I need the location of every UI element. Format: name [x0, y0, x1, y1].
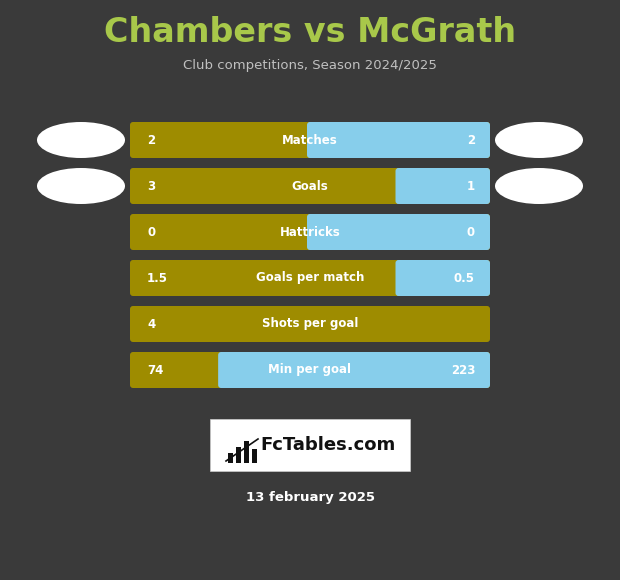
- Text: Matches: Matches: [282, 133, 338, 147]
- Text: 1: 1: [467, 179, 475, 193]
- FancyBboxPatch shape: [130, 214, 490, 250]
- FancyBboxPatch shape: [244, 441, 249, 463]
- Text: 3: 3: [147, 179, 155, 193]
- FancyBboxPatch shape: [396, 168, 490, 204]
- FancyBboxPatch shape: [228, 453, 233, 463]
- FancyBboxPatch shape: [130, 168, 490, 204]
- Text: Shots per goal: Shots per goal: [262, 317, 358, 331]
- Text: 0: 0: [467, 226, 475, 238]
- Text: 1.5: 1.5: [147, 271, 168, 285]
- Text: 2: 2: [467, 133, 475, 147]
- Text: 0.5: 0.5: [454, 271, 475, 285]
- Text: Min per goal: Min per goal: [268, 364, 352, 376]
- FancyBboxPatch shape: [130, 352, 490, 388]
- Text: Chambers vs McGrath: Chambers vs McGrath: [104, 16, 516, 49]
- FancyBboxPatch shape: [218, 352, 490, 388]
- FancyBboxPatch shape: [396, 260, 490, 296]
- Ellipse shape: [37, 122, 125, 158]
- FancyBboxPatch shape: [130, 306, 490, 342]
- Text: 74: 74: [147, 364, 164, 376]
- FancyBboxPatch shape: [130, 122, 490, 158]
- FancyBboxPatch shape: [236, 447, 241, 463]
- Text: 4: 4: [147, 317, 155, 331]
- Text: 13 february 2025: 13 february 2025: [246, 491, 374, 505]
- Ellipse shape: [495, 168, 583, 204]
- Text: 2: 2: [147, 133, 155, 147]
- Text: Club competitions, Season 2024/2025: Club competitions, Season 2024/2025: [183, 59, 437, 71]
- Text: Goals: Goals: [291, 179, 329, 193]
- Text: Goals per match: Goals per match: [256, 271, 364, 285]
- Text: 223: 223: [451, 364, 475, 376]
- Ellipse shape: [495, 122, 583, 158]
- Text: Hattricks: Hattricks: [280, 226, 340, 238]
- FancyBboxPatch shape: [210, 419, 410, 471]
- Text: FcTables.com: FcTables.com: [260, 436, 396, 454]
- FancyBboxPatch shape: [307, 214, 490, 250]
- FancyBboxPatch shape: [252, 449, 257, 463]
- FancyBboxPatch shape: [130, 260, 490, 296]
- Ellipse shape: [37, 168, 125, 204]
- Text: 0: 0: [147, 226, 155, 238]
- FancyBboxPatch shape: [307, 122, 490, 158]
